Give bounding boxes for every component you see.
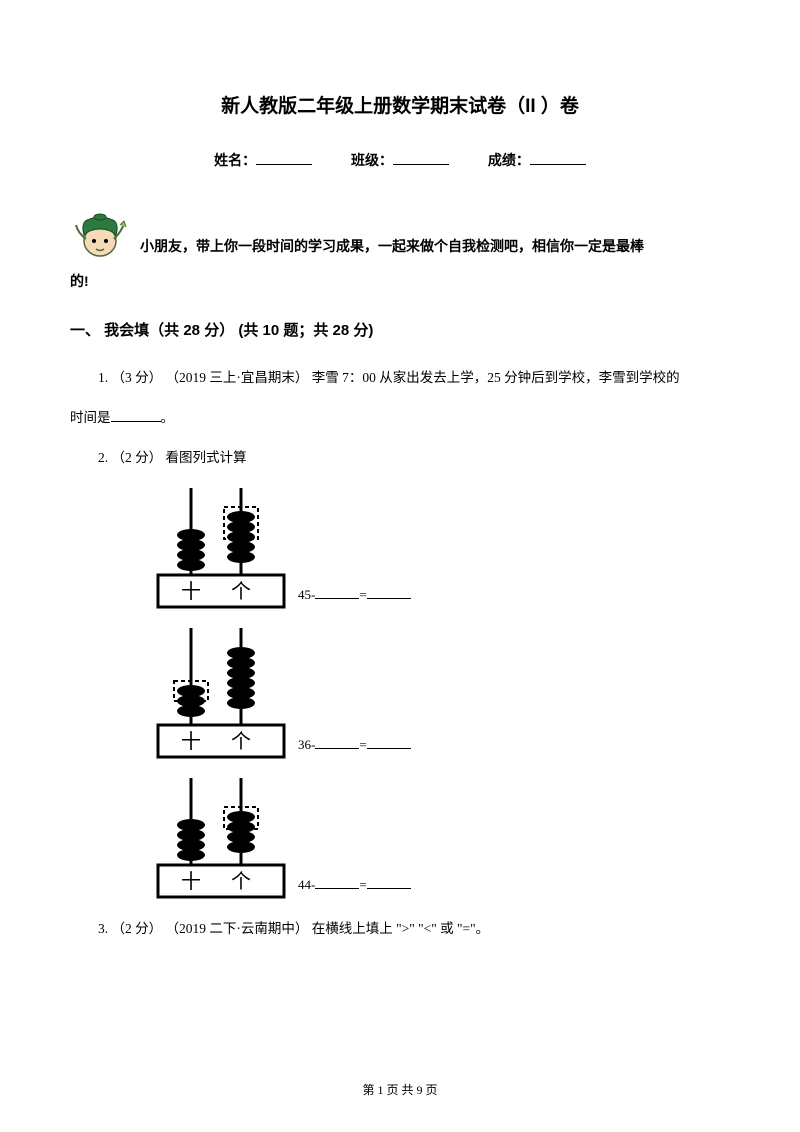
- q1-suffix: 。: [161, 410, 175, 425]
- eq2-lead: 36-: [298, 737, 315, 752]
- intro-text-2: 的!: [70, 269, 730, 294]
- abacus-row-1: 十 个 45- =: [146, 483, 730, 613]
- page-footer: 第 1 页 共 9 页: [0, 1081, 800, 1098]
- svg-text:十: 十: [181, 870, 201, 893]
- eq1-blank1[interactable]: [315, 586, 359, 599]
- eq1-mid: =: [359, 587, 366, 602]
- eq3-blank1[interactable]: [315, 876, 359, 889]
- abacus-3-icon: 十 个: [146, 773, 296, 903]
- eq1-lead: 45-: [298, 587, 315, 602]
- svg-text:十: 十: [181, 580, 201, 603]
- eq2-blank1[interactable]: [315, 736, 359, 749]
- class-blank[interactable]: [393, 150, 449, 165]
- question-1: 1. （3 分） （2019 三上·宜昌期末） 李雪 7：00 从家出发去上学，…: [70, 362, 730, 394]
- q1-blank[interactable]: [111, 409, 161, 422]
- section-1-heading: 一、 我会填（共 28 分） (共 10 题；共 28 分): [70, 317, 730, 344]
- eq3-mid: =: [359, 877, 366, 892]
- svg-text:个: 个: [231, 730, 251, 753]
- name-blank[interactable]: [256, 150, 312, 165]
- svg-text:十: 十: [181, 730, 201, 753]
- class-label: 班级：: [351, 152, 393, 168]
- q3-text: 3. （2 分） （2019 二下·云南期中） 在横线上填上 ">" "<" 或…: [98, 921, 489, 936]
- intro-text-1: 小朋友，带上你一段时间的学习成果，一起来做个自我检测吧，相信你一定是最棒: [140, 230, 644, 264]
- abacus-row-3: 十 个 44- =: [146, 773, 730, 903]
- name-label: 姓名：: [214, 152, 256, 168]
- page-number: 第 1 页 共 9 页: [362, 1083, 437, 1097]
- score-blank[interactable]: [530, 150, 586, 165]
- eq2-blank2[interactable]: [367, 736, 411, 749]
- question-1-line2: 时间是 。: [70, 402, 730, 434]
- abacus-3-equation: 44- =: [298, 873, 411, 902]
- question-2: 2. （2 分） 看图列式计算: [70, 442, 730, 474]
- abacus-2-equation: 36- =: [298, 733, 411, 762]
- abacus-2-icon: 十 个: [146, 623, 296, 763]
- abacus-1-icon: 十 个: [146, 483, 296, 613]
- q1-text: 1. （3 分） （2019 三上·宜昌期末） 李雪 7：00 从家出发去上学，…: [98, 370, 680, 385]
- mascot-icon: [70, 201, 130, 263]
- abacus-1-equation: 45- =: [298, 583, 411, 612]
- eq3-blank2[interactable]: [367, 876, 411, 889]
- q2-text: 2. （2 分） 看图列式计算: [98, 450, 247, 465]
- question-3: 3. （2 分） （2019 二下·云南期中） 在横线上填上 ">" "<" 或…: [70, 913, 730, 945]
- abacus-row-2: 十 个 36- =: [146, 623, 730, 763]
- student-info-line: 姓名： 班级： 成绩：: [70, 148, 730, 173]
- svg-text:个: 个: [231, 870, 251, 893]
- svg-text:个: 个: [231, 580, 251, 603]
- page-title: 新人教版二年级上册数学期末试卷（II ）卷: [70, 90, 730, 124]
- eq2-mid: =: [359, 737, 366, 752]
- exam-page: 新人教版二年级上册数学期末试卷（II ）卷 姓名： 班级： 成绩： 小朋友，带上…: [0, 0, 800, 945]
- eq3-lead: 44-: [298, 877, 315, 892]
- q1-line2: 时间是: [70, 410, 111, 425]
- intro-row: 小朋友，带上你一段时间的学习成果，一起来做个自我检测吧，相信你一定是最棒: [70, 201, 730, 263]
- score-label: 成绩：: [488, 152, 530, 168]
- eq1-blank2[interactable]: [367, 586, 411, 599]
